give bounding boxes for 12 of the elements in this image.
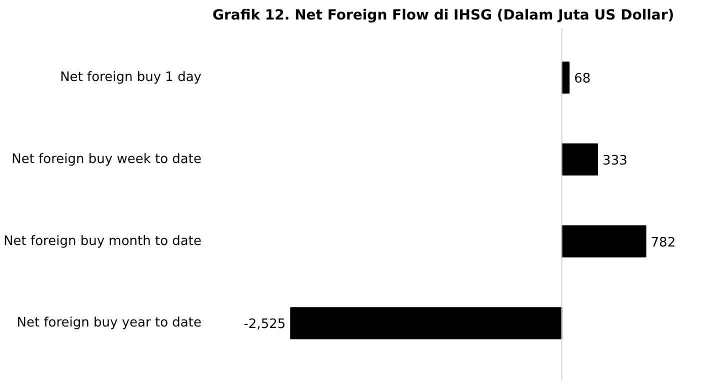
chart-title: Grafik 12. Net Foreign Flow di IHSG (Dalam Juta US Dollar) <box>212 8 674 24</box>
bar <box>290 307 562 340</box>
bar <box>561 225 646 258</box>
data-label: 68 <box>574 72 591 87</box>
data-label: 333 <box>602 153 628 168</box>
bar <box>561 143 598 176</box>
data-label: -2,525 <box>244 317 286 332</box>
data-label: 782 <box>650 235 676 250</box>
y-tick-label: Net foreign buy month to date <box>4 234 202 249</box>
y-tick-label: Net foreign buy week to date <box>12 152 202 167</box>
y-tick-label: Net foreign buy 1 day <box>60 70 202 86</box>
y-tick-label: Net foreign buy year to date <box>16 316 202 331</box>
